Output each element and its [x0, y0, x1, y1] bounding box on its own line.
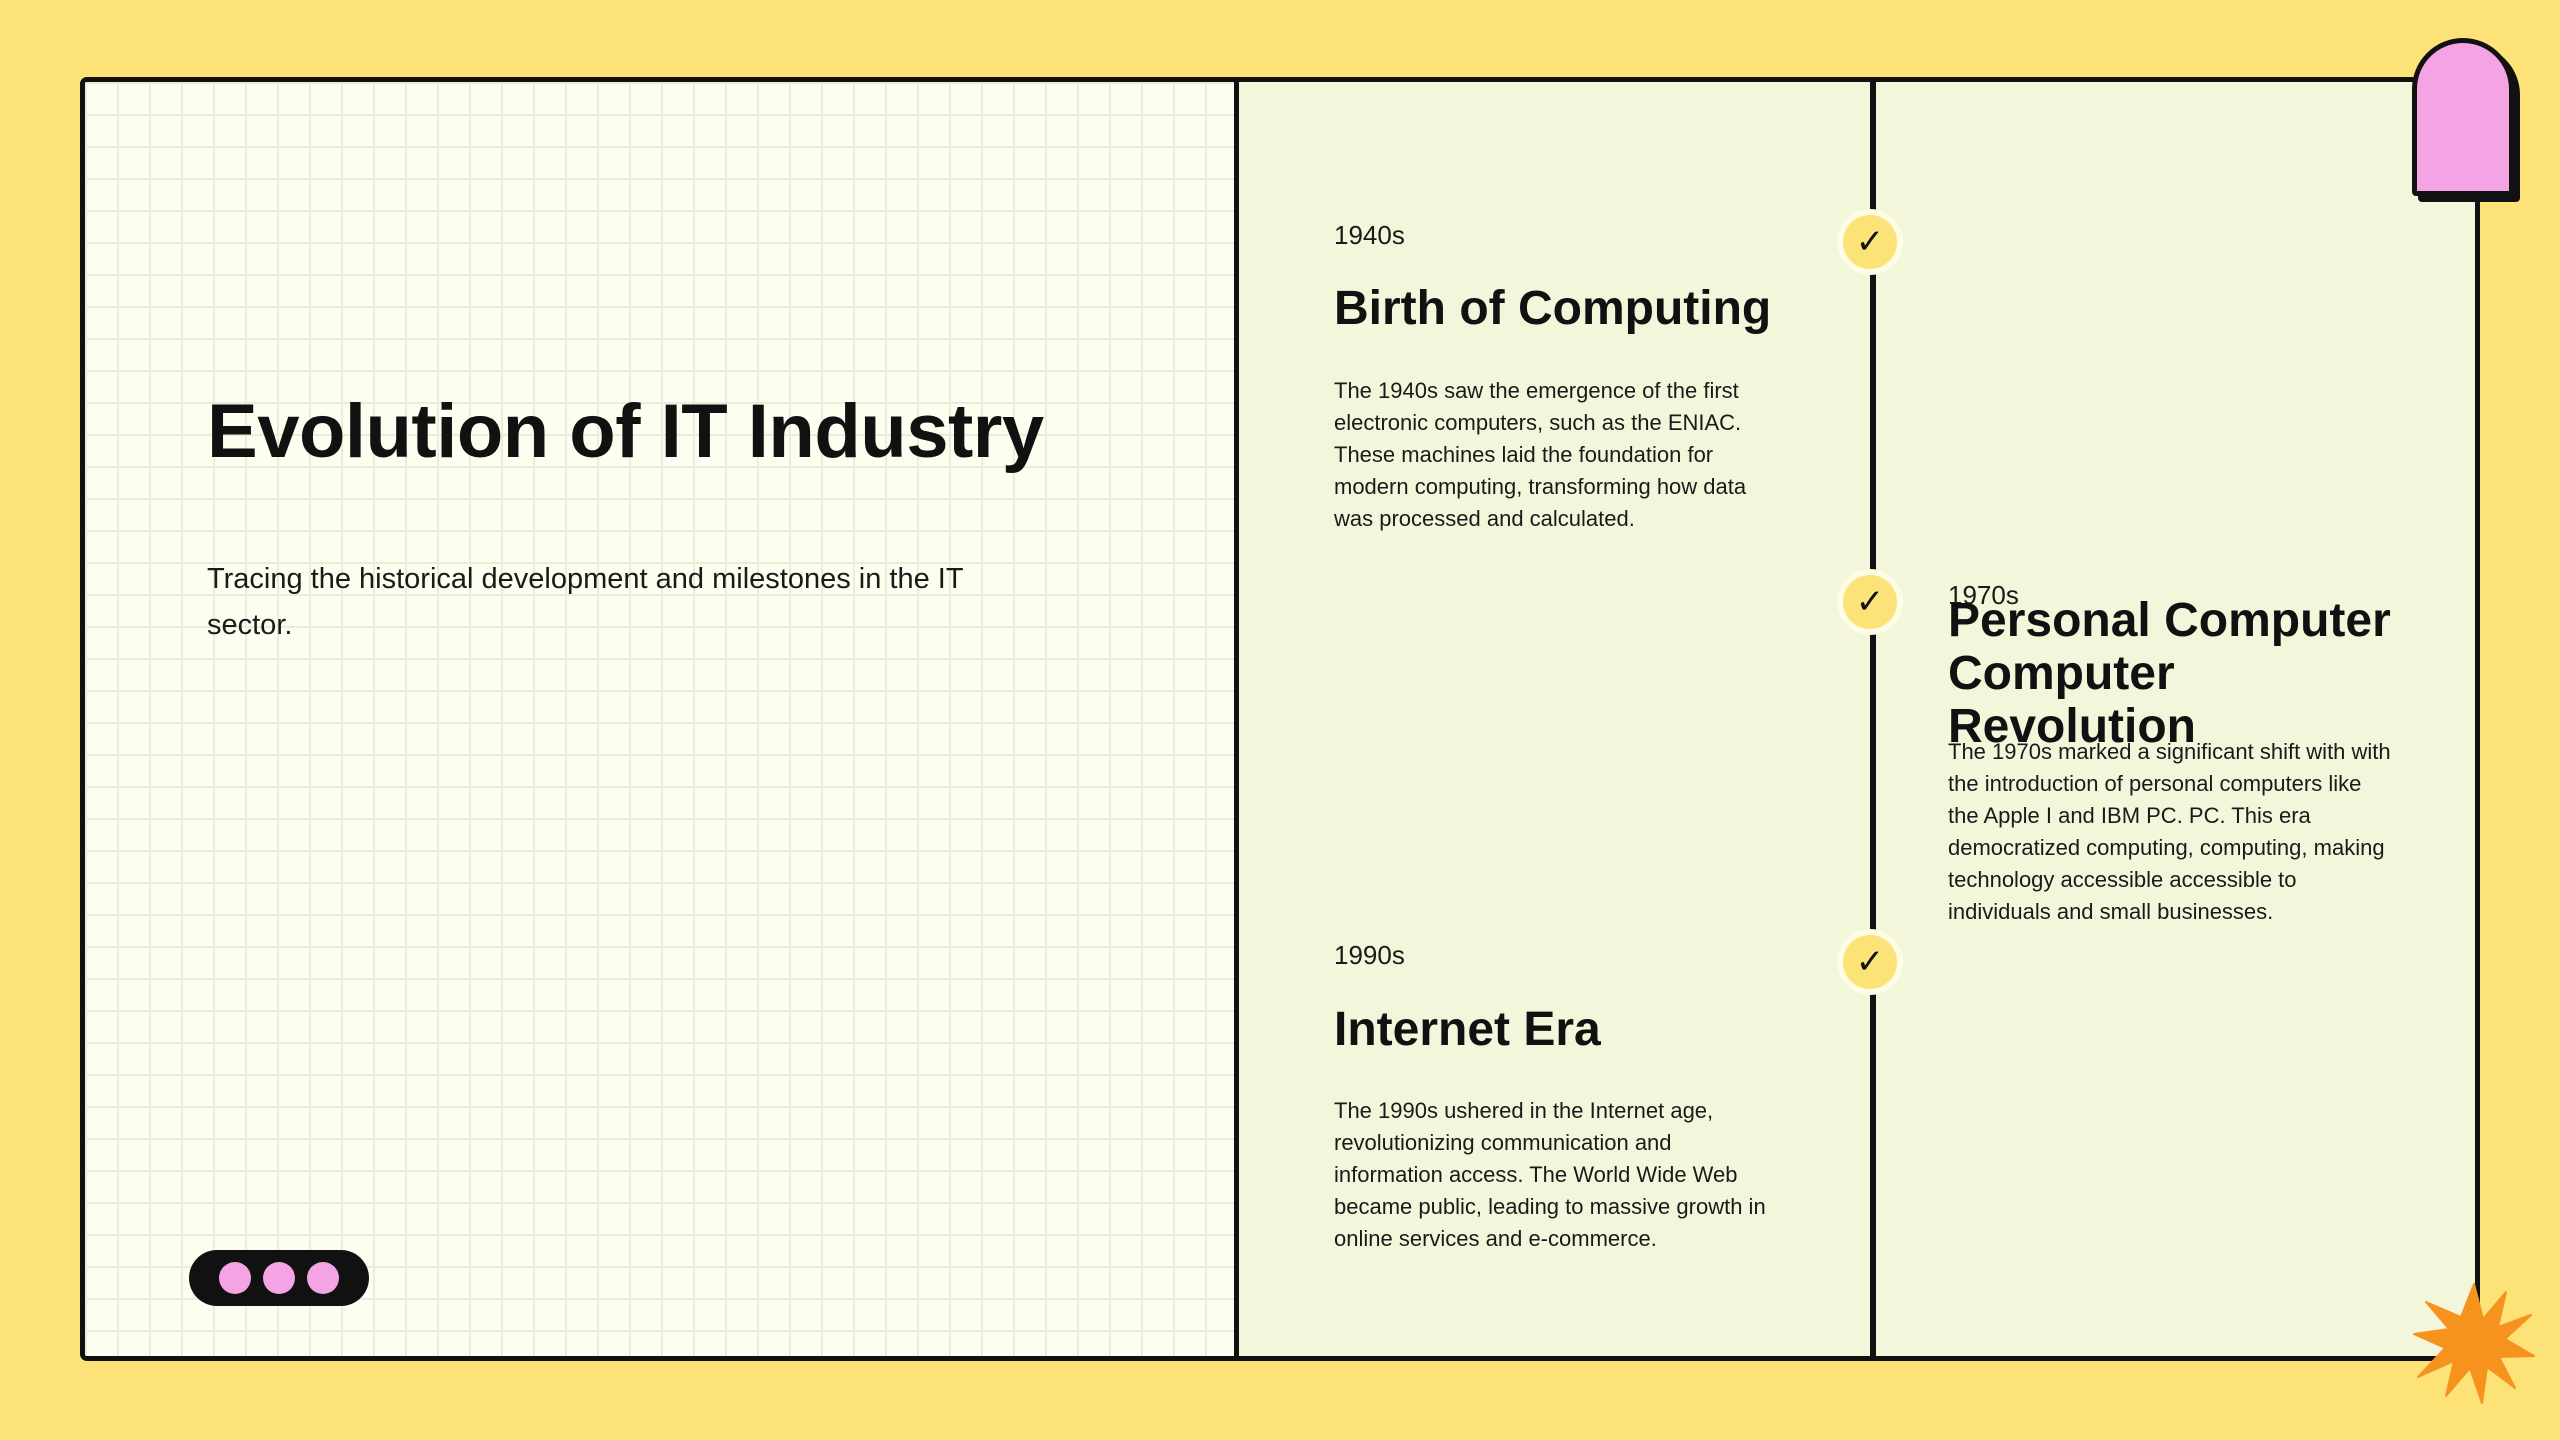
check-icon: ✓	[1837, 209, 1903, 275]
event-1990s-year: 1990s	[1334, 940, 1405, 970]
event-1970s-description: The 1970s marked a significant shift wit…	[1948, 739, 2391, 924]
event-1990s-description: The 1990s ushered in the Internet age, r…	[1334, 1098, 1766, 1251]
event-1990s-title: Internet Era	[1334, 1003, 1601, 1056]
slide-title: Evolution of IT Industry	[207, 389, 1044, 474]
check-icon: ✓	[1837, 569, 1903, 635]
slide-frame: Evolution of IT Industry Tracing the his…	[80, 77, 2480, 1361]
dot-3	[307, 1262, 339, 1294]
event-1940s-year: 1940s	[1334, 220, 1405, 250]
event-1940s-title: Birth of Computing	[1334, 282, 1772, 335]
event-1970s-year: 1970s	[1948, 580, 2019, 610]
slide-subtitle: Tracing the historical development and m…	[207, 563, 964, 641]
grid-panel: Evolution of IT Industry Tracing the his…	[85, 82, 1234, 1356]
dot-2	[263, 1262, 295, 1294]
arch-tab-icon	[2412, 38, 2514, 196]
event-1940s-description: The 1940s saw the emergence of the first…	[1334, 378, 1747, 531]
dot-1	[219, 1262, 251, 1294]
starburst-icon	[2413, 1283, 2535, 1404]
timeline-axis	[1870, 82, 1876, 1356]
pagination-dots-icon[interactable]	[189, 1250, 369, 1306]
check-icon: ✓	[1837, 929, 1903, 995]
event-1970s-title: Personal Computer Computer Revolution	[1948, 594, 2391, 753]
panel-divider	[1234, 82, 1239, 1356]
